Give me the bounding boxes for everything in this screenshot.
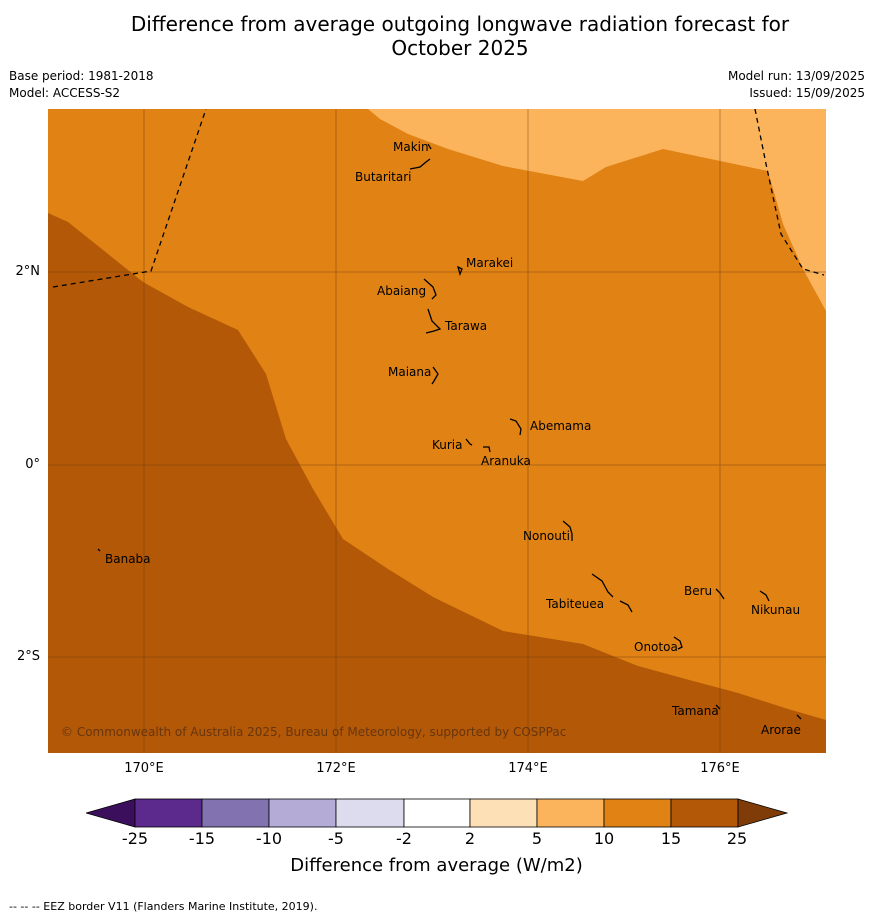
label-nikunau: Nikunau (751, 603, 800, 617)
colorbar-bin-9 (670, 798, 739, 828)
model-name: Model: ACCESS-S2 (9, 86, 121, 100)
colorbar-bin-1 (134, 798, 203, 828)
band-5-10 (368, 109, 826, 311)
colorbar-label: Difference from average (W/m2) (290, 855, 583, 876)
island-tabiteuea-s-shape (619, 600, 633, 613)
label-nonouti: Nonouti (523, 529, 570, 543)
place-labels: Makin Butaritari Marakei Abaiang Tarawa … (105, 140, 801, 737)
colorbar-tick: -25 (121, 829, 149, 848)
colorbar-extend-low (86, 798, 136, 828)
island-abaiang-shape (423, 278, 437, 300)
issued-date: Issued: 15/09/2025 (749, 86, 865, 100)
colorbar-tick: 10 (593, 829, 615, 848)
island-onotoa-shape (673, 636, 683, 650)
island-tarawa-shape (425, 308, 442, 334)
label-butaritari: Butaritari (355, 170, 412, 184)
colorbar-bin-7 (536, 798, 605, 828)
map-panel: Makin Butaritari Marakei Abaiang Tarawa … (48, 109, 826, 753)
label-banaba: Banaba (105, 552, 151, 566)
colorbar-bin-2 (201, 798, 270, 828)
lon-label-172e: 172°E (316, 761, 356, 776)
lon-label-170e: 170°E (124, 761, 164, 776)
island-butaritari-shape (409, 158, 431, 170)
island-marakei-shape (456, 265, 463, 277)
base-period: Base period: 1981-2018 (9, 69, 154, 83)
eez-border (52, 109, 825, 288)
islands (97, 143, 802, 720)
colorbar-bin-4 (335, 798, 405, 828)
lat-label-2n: 2°N (15, 264, 41, 279)
map-title: Difference from average outgoing longwav… (40, 12, 873, 60)
colorbar-tick: -5 (328, 829, 344, 848)
copyright-notice: © Commonwealth of Australia 2025, Bureau… (61, 725, 566, 739)
island-beru-shape (715, 588, 725, 600)
label-beru: Beru (684, 584, 712, 598)
label-marakei: Marakei (466, 256, 513, 270)
colorbar-tick: 25 (726, 829, 748, 848)
lon-label-176e: 176°E (700, 761, 740, 776)
island-makin-shape (427, 143, 432, 150)
island-nonouti-shape (562, 520, 573, 541)
colorbar-bin-3 (268, 798, 337, 828)
lat-label-2s: 2°S (16, 649, 40, 664)
label-makin: Makin (393, 140, 429, 154)
label-maiana: Maiana (388, 365, 431, 379)
lon-label-174e: 174°E (508, 761, 548, 776)
band-15-25 (48, 213, 826, 753)
colorbar (86, 798, 788, 828)
map-svg: Makin Butaritari Marakei Abaiang Tarawa … (48, 109, 826, 753)
graticule (48, 109, 826, 753)
colorbar-tick: -15 (188, 829, 216, 848)
island-aranuka-shape (483, 446, 491, 453)
colorbar-tick: 2 (464, 829, 476, 848)
island-maiana-shape (431, 366, 439, 385)
label-arorae: Arorae (761, 723, 801, 737)
colorbar-bin-8 (603, 798, 672, 828)
label-tarawa: Tarawa (444, 319, 487, 333)
colorbar-tick: -10 (255, 829, 283, 848)
colorbar-bin-5 (403, 798, 471, 828)
colorbar-bin-6 (469, 798, 538, 828)
island-arorae-shape (796, 714, 802, 720)
island-kuria-shape (465, 438, 473, 446)
model-run: Model run: 13/09/2025 (727, 69, 865, 83)
colorbar-tick: 5 (531, 829, 543, 848)
island-tamana-shape (715, 704, 721, 710)
title-line-2: October 2025 (391, 36, 529, 60)
label-abaiang: Abaiang (377, 284, 426, 298)
lat-label-0: 0° (25, 457, 40, 472)
island-tabiteuea-n-shape (591, 573, 614, 598)
label-abemama: Abemama (530, 419, 591, 433)
label-tabiteuea: Tabiteuea (545, 597, 604, 611)
island-nikunau-shape (759, 590, 770, 602)
meta-right: Model run: 13/09/2025 Issued: 15/09/2025 (728, 68, 865, 102)
island-abemama-shape (509, 418, 522, 436)
colorbar-tick: -2 (396, 829, 412, 848)
colorbar-extend-high (737, 798, 788, 828)
title-line-1: Difference from average outgoing longwav… (130, 12, 790, 36)
label-tamana: Tamana (671, 704, 719, 718)
eez-footnote: -- -- -- EEZ border V11 (Flanders Marine… (9, 900, 318, 913)
island-banaba-shape (97, 548, 101, 552)
label-kuria: Kuria (432, 438, 463, 452)
label-onotoa: Onotoa (634, 640, 678, 654)
meta-left: Base period: 1981-2018 Model: ACCESS-S2 (9, 68, 154, 102)
colorbar-tick: 15 (660, 829, 682, 848)
label-aranuka: Aranuka (481, 454, 531, 468)
